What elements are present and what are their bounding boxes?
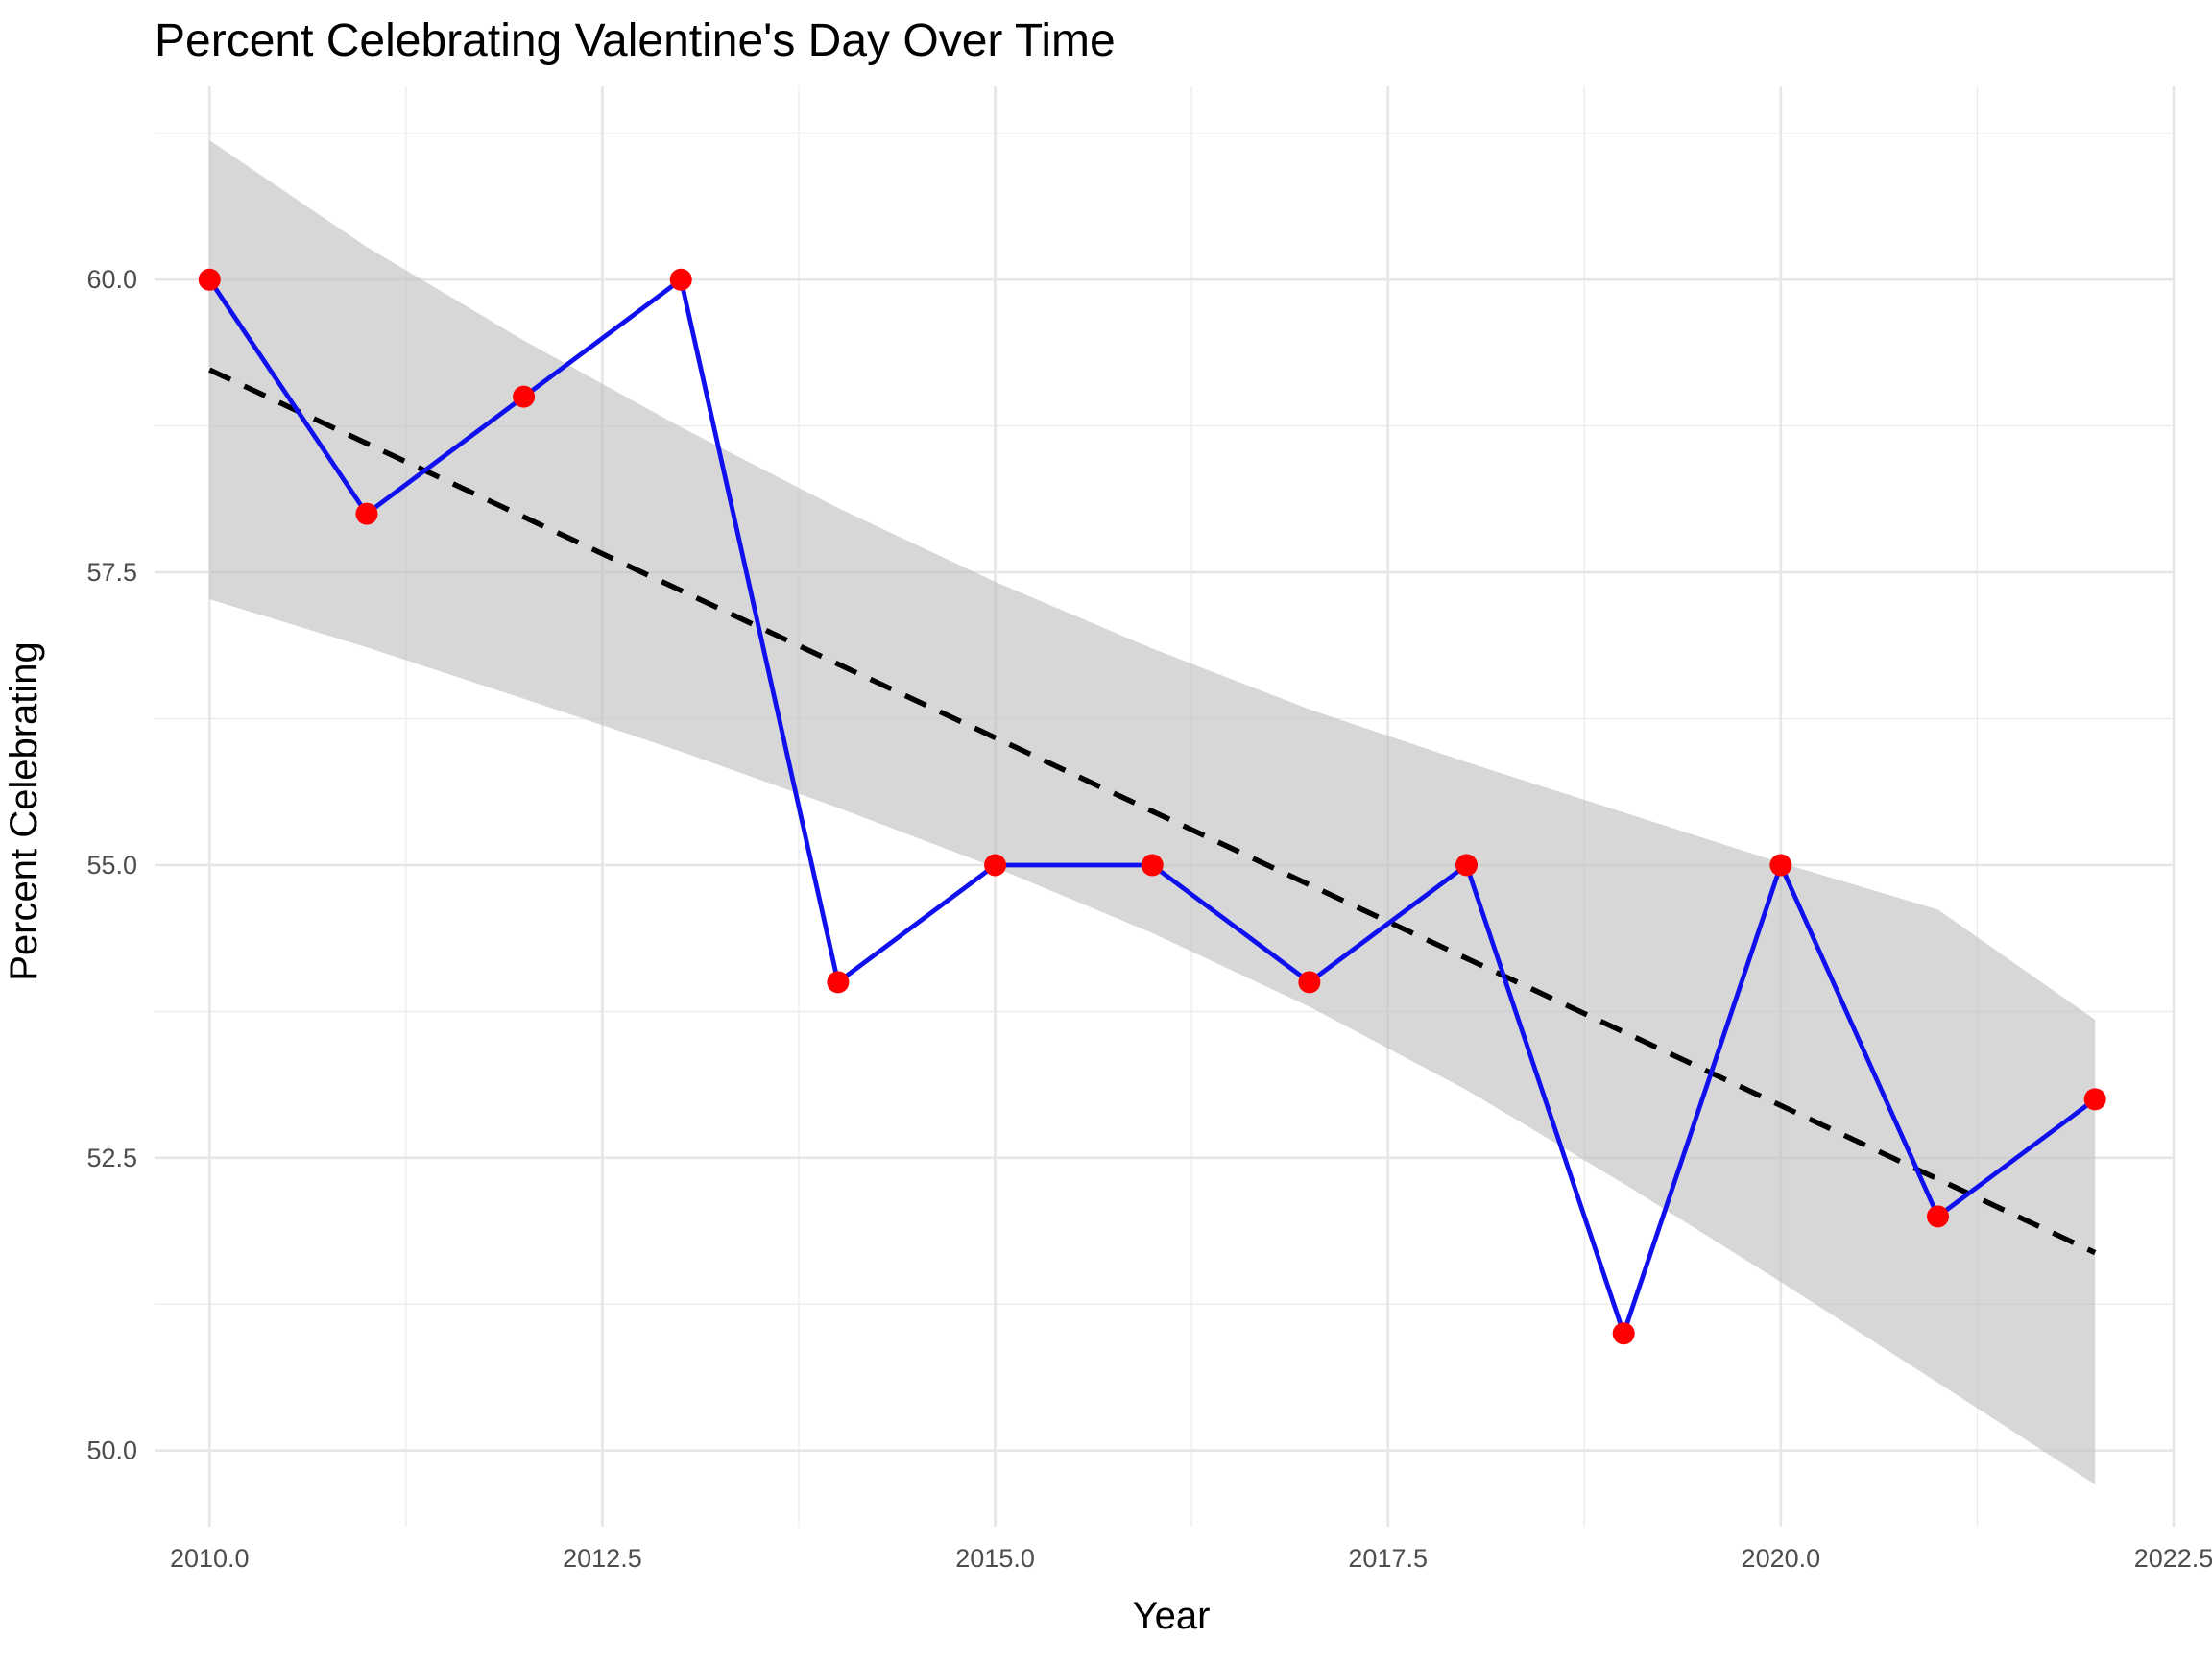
trend-line	[208, 367, 2097, 1256]
data-point	[827, 971, 850, 994]
data-point	[984, 854, 1007, 877]
x-tick-label: 2015.0	[955, 1544, 1035, 1573]
chart-title: Percent Celebrating Valentine's Day Over…	[155, 15, 1116, 66]
data-point	[1612, 1322, 1635, 1345]
y-tick-label: 52.5	[86, 1144, 137, 1172]
x-tick-label: 2012.5	[563, 1544, 642, 1573]
data-point	[2083, 1088, 2106, 1111]
data-point	[1141, 854, 1164, 877]
data-point	[1769, 854, 1792, 877]
x-tick-label: 2010.0	[170, 1544, 250, 1573]
y-tick-label: 57.5	[86, 558, 137, 587]
data-point	[1927, 1205, 1950, 1228]
trend-line-layer	[208, 367, 2097, 1256]
y-tick-label: 55.0	[86, 851, 137, 880]
data-point	[513, 385, 536, 408]
x-axis-ticks: 2010.0 2012.5 2015.0 2017.5 2020.0 2022.5	[170, 1544, 2212, 1573]
series-point-layer	[198, 268, 2106, 1345]
x-tick-label: 2017.5	[1348, 1544, 1428, 1573]
x-axis-title: Year	[1133, 1595, 1211, 1637]
y-tick-label: 50.0	[86, 1436, 137, 1465]
y-tick-label: 60.0	[86, 265, 137, 294]
data-point	[355, 502, 378, 525]
y-axis-title: Percent Celebrating	[3, 641, 45, 981]
data-point	[198, 268, 221, 291]
data-point	[669, 268, 692, 291]
y-axis-ticks: 50.0 52.5 55.0 57.5 60.0	[86, 265, 137, 1465]
data-point	[1455, 854, 1479, 877]
data-point	[1298, 971, 1321, 994]
x-tick-label: 2020.0	[1742, 1544, 1821, 1573]
x-tick-label: 2022.5	[2134, 1544, 2212, 1573]
